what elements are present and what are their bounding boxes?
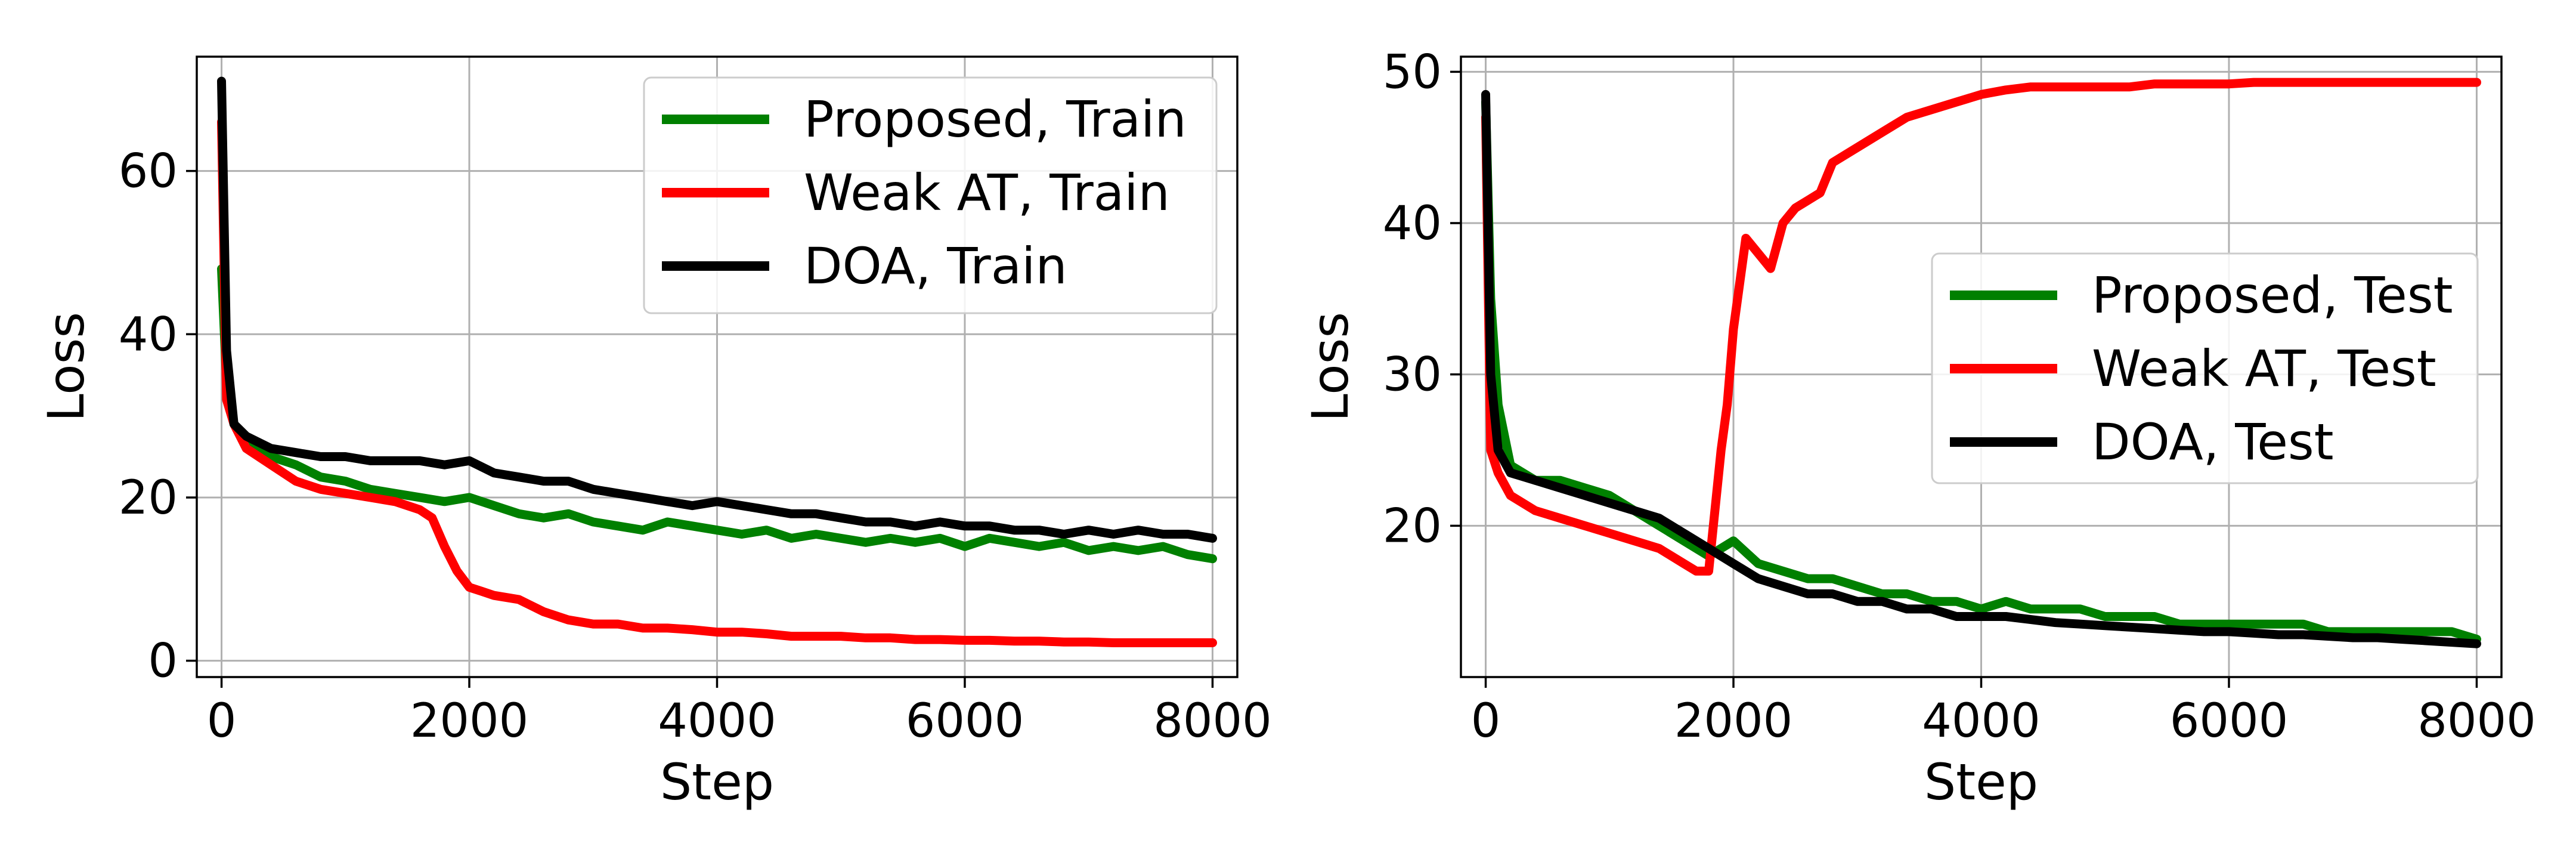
right-y-tick-label: 50 — [1383, 45, 1442, 99]
left-x-tick-label: 8000 — [1153, 694, 1272, 748]
right-x-tick-label: 4000 — [1922, 694, 2041, 748]
left-legend-frame — [643, 76, 1218, 314]
right-x-tick-label: 2000 — [1674, 694, 1793, 748]
left-y-tick-label: 20 — [119, 471, 178, 525]
right-y-axis-title: Loss — [1301, 312, 1360, 422]
right-series-line-2 — [1481, 78, 2481, 576]
right-series-line-1 — [1481, 97, 2481, 644]
right-x-axis-title: Step — [1924, 753, 2038, 811]
right-series-line-3 — [1481, 89, 2481, 648]
left-x-tick-label: 4000 — [658, 694, 776, 748]
left-x-tick-label: 0 — [207, 694, 237, 748]
right-x-tick-label: 8000 — [2417, 694, 2536, 748]
left-y-axis-title: Loss — [37, 312, 95, 422]
left-x-axis-title: Step — [660, 753, 774, 811]
left-legend-label-1: Proposed, Train — [804, 90, 1187, 149]
right-y-tick-label: 30 — [1383, 348, 1442, 402]
left-y-tick-label: 40 — [119, 308, 178, 361]
left-series-line-3 — [217, 76, 1217, 543]
right-y-tick-label: 20 — [1383, 499, 1442, 553]
right-chart-test-loss: 0 2000 4000 6000 8000 20 30 40 50 Step Loss Propose… — [1301, 45, 2536, 811]
right-x-tick-label: 0 — [1471, 694, 1501, 748]
left-legend-label-3: DOA, Train — [804, 237, 1067, 295]
left-y-tick-label: 60 — [119, 145, 178, 199]
right-legend-label-2: Weak AT, Test — [2092, 339, 2436, 398]
left-y-tick-label: 0 — [148, 635, 178, 688]
left-x-tick-label: 2000 — [410, 694, 529, 748]
left-series-line-1 — [217, 264, 1217, 564]
left-legend-label-2: Weak AT, Train — [804, 163, 1170, 222]
right-legend-label-3: DOA, Test — [2092, 413, 2334, 471]
right-legend-label-1: Proposed, Test — [2092, 266, 2453, 325]
left-chart-train-loss: 0 2000 4000 6000 8000 0 20 40 60 Step Loss Proposed… — [37, 55, 1272, 811]
right-y-tick-label: 40 — [1383, 197, 1442, 251]
right-x-tick-label: 6000 — [2170, 694, 2289, 748]
left-legend: Proposed, Train Weak AT, Train DOA, Train — [643, 76, 1218, 314]
right-legend-frame — [1931, 252, 2479, 484]
left-x-tick-label: 6000 — [906, 694, 1024, 748]
right-legend: Proposed, Test Weak AT, Test DOA, Test — [1931, 252, 2479, 484]
left-series-line-2 — [217, 118, 1217, 647]
